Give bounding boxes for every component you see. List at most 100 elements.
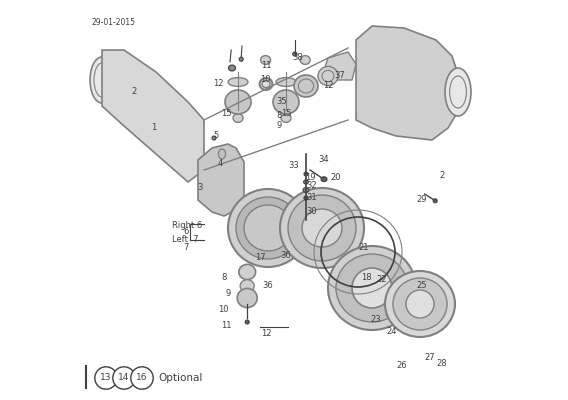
Text: 35: 35 (277, 98, 287, 106)
Ellipse shape (336, 254, 408, 322)
Polygon shape (324, 52, 356, 80)
Text: 31: 31 (307, 194, 318, 202)
Text: 8: 8 (222, 274, 227, 282)
Text: 15: 15 (221, 110, 231, 118)
Text: 20: 20 (331, 174, 341, 182)
Text: 29-01-2015: 29-01-2015 (91, 18, 135, 27)
Text: 37: 37 (335, 72, 345, 80)
Text: 7: 7 (183, 244, 189, 252)
Polygon shape (356, 26, 460, 140)
Text: 33: 33 (289, 162, 299, 170)
Text: 10: 10 (260, 76, 270, 84)
Text: 24: 24 (387, 328, 397, 336)
Text: 15: 15 (281, 110, 291, 118)
Ellipse shape (228, 78, 248, 86)
Text: 27: 27 (425, 354, 435, 362)
Ellipse shape (261, 56, 270, 64)
Ellipse shape (300, 56, 310, 64)
Text: 38: 38 (293, 54, 303, 62)
Ellipse shape (225, 90, 251, 114)
Text: 9: 9 (225, 290, 231, 298)
Text: 16: 16 (136, 374, 148, 382)
Ellipse shape (328, 246, 416, 330)
Ellipse shape (90, 57, 114, 103)
Text: 8: 8 (276, 112, 282, 120)
Ellipse shape (406, 290, 434, 318)
Text: 6: 6 (183, 228, 189, 236)
Text: 30: 30 (307, 208, 318, 216)
Polygon shape (198, 144, 244, 216)
Text: 34: 34 (319, 156, 329, 164)
Ellipse shape (219, 149, 225, 159)
Text: 9: 9 (276, 122, 281, 130)
Ellipse shape (433, 199, 437, 203)
Text: 21: 21 (359, 244, 369, 252)
Ellipse shape (318, 66, 338, 86)
Circle shape (95, 367, 117, 389)
Ellipse shape (275, 104, 297, 112)
Text: 12: 12 (261, 330, 272, 338)
Text: Right 6: Right 6 (172, 222, 202, 230)
Text: 13: 13 (100, 374, 112, 382)
Text: Left  7: Left 7 (172, 236, 198, 244)
Circle shape (113, 367, 135, 389)
Text: 12: 12 (323, 82, 333, 90)
Text: 26: 26 (396, 362, 407, 370)
Text: 29: 29 (417, 196, 427, 204)
Text: 25: 25 (417, 282, 427, 290)
Ellipse shape (304, 172, 308, 176)
Ellipse shape (239, 57, 243, 61)
Text: 2: 2 (131, 88, 137, 96)
Text: 11: 11 (261, 62, 272, 70)
Ellipse shape (228, 65, 236, 71)
Ellipse shape (244, 205, 292, 251)
Circle shape (131, 367, 153, 389)
Text: 17: 17 (254, 254, 265, 262)
Ellipse shape (352, 268, 392, 308)
Ellipse shape (304, 180, 308, 184)
Text: 36: 36 (262, 282, 273, 290)
Text: 1: 1 (152, 124, 157, 132)
Ellipse shape (212, 136, 216, 140)
Ellipse shape (230, 92, 246, 100)
Ellipse shape (228, 189, 308, 267)
Ellipse shape (445, 68, 471, 116)
Text: 22: 22 (377, 276, 387, 284)
Ellipse shape (227, 104, 249, 112)
Ellipse shape (302, 209, 342, 247)
Ellipse shape (237, 288, 257, 308)
Ellipse shape (260, 78, 273, 90)
Ellipse shape (281, 114, 291, 122)
Ellipse shape (233, 114, 243, 122)
Ellipse shape (303, 188, 309, 192)
Ellipse shape (245, 320, 249, 324)
Ellipse shape (304, 196, 308, 200)
Ellipse shape (276, 78, 296, 86)
Text: 4: 4 (218, 160, 223, 168)
Text: 12: 12 (213, 80, 223, 88)
Ellipse shape (273, 90, 299, 114)
Ellipse shape (280, 188, 364, 268)
Polygon shape (102, 50, 204, 182)
Text: 2: 2 (440, 172, 445, 180)
Ellipse shape (293, 52, 297, 56)
Text: 18: 18 (361, 274, 371, 282)
Text: 32: 32 (307, 182, 318, 190)
Text: 23: 23 (371, 316, 381, 324)
Ellipse shape (240, 280, 254, 292)
Text: 14: 14 (118, 374, 130, 382)
Ellipse shape (288, 195, 356, 261)
Ellipse shape (385, 271, 455, 337)
Ellipse shape (236, 197, 300, 259)
Ellipse shape (393, 278, 447, 330)
Ellipse shape (294, 75, 318, 97)
Text: 3: 3 (197, 184, 203, 192)
Text: 11: 11 (221, 322, 231, 330)
Text: Optional: Optional (158, 373, 202, 383)
Text: 19: 19 (305, 174, 315, 182)
Text: 5: 5 (214, 132, 219, 140)
Ellipse shape (321, 177, 327, 182)
Text: 10: 10 (218, 306, 228, 314)
Ellipse shape (239, 264, 256, 280)
Text: 36: 36 (281, 252, 291, 260)
